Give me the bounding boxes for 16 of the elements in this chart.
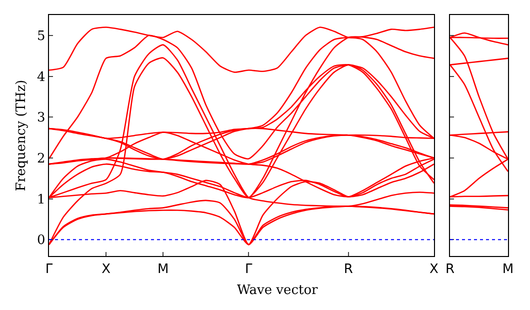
- y-tick-label: 4: [36, 70, 46, 85]
- x-tick-label: X: [102, 262, 111, 277]
- y-tick-label: 3: [36, 110, 46, 126]
- x-tick-label: Γ: [45, 262, 54, 277]
- x-tick-label: R: [344, 262, 353, 277]
- x-tick-label: M: [157, 262, 169, 277]
- x-tick-label: M: [502, 262, 514, 277]
- y-tick-label: 2: [36, 152, 46, 167]
- x-tick-label: Γ: [245, 262, 254, 277]
- x-axis-title: Wave vector: [237, 283, 319, 298]
- y-tick-label: 0: [36, 233, 46, 248]
- y-axis-title: Frequency (THz): [14, 80, 29, 192]
- y-tick-label: 5: [36, 28, 46, 44]
- x-tick-label: X: [430, 262, 439, 277]
- y-tick-label: 1: [36, 192, 46, 208]
- x-tick-label: R: [445, 262, 455, 277]
